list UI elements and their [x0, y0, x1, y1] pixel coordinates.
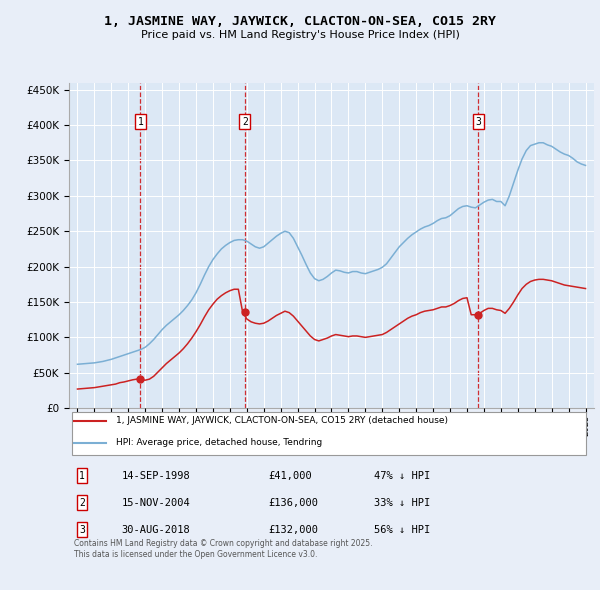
Text: 3: 3: [79, 525, 85, 535]
Text: £132,000: £132,000: [269, 525, 319, 535]
Text: £41,000: £41,000: [269, 471, 312, 481]
Text: 56% ↓ HPI: 56% ↓ HPI: [373, 525, 430, 535]
Text: 1, JASMINE WAY, JAYWICK, CLACTON-ON-SEA, CO15 2RY (detached house): 1, JASMINE WAY, JAYWICK, CLACTON-ON-SEA,…: [116, 416, 448, 425]
Text: 33% ↓ HPI: 33% ↓ HPI: [373, 497, 430, 507]
Text: HPI: Average price, detached house, Tendring: HPI: Average price, detached house, Tend…: [116, 438, 323, 447]
Text: 30-AUG-2018: 30-AUG-2018: [121, 525, 190, 535]
Text: 1: 1: [79, 471, 85, 481]
Text: 1: 1: [137, 116, 143, 126]
Text: 2: 2: [79, 497, 85, 507]
FancyBboxPatch shape: [71, 412, 586, 455]
Text: 47% ↓ HPI: 47% ↓ HPI: [373, 471, 430, 481]
Text: 3: 3: [475, 116, 481, 126]
Text: 14-SEP-1998: 14-SEP-1998: [121, 471, 190, 481]
Text: 2: 2: [242, 116, 248, 126]
Text: 15-NOV-2004: 15-NOV-2004: [121, 497, 190, 507]
Text: Contains HM Land Registry data © Crown copyright and database right 2025.
This d: Contains HM Land Registry data © Crown c…: [74, 539, 373, 559]
Text: £136,000: £136,000: [269, 497, 319, 507]
Text: Price paid vs. HM Land Registry's House Price Index (HPI): Price paid vs. HM Land Registry's House …: [140, 30, 460, 40]
Text: 1, JASMINE WAY, JAYWICK, CLACTON-ON-SEA, CO15 2RY: 1, JASMINE WAY, JAYWICK, CLACTON-ON-SEA,…: [104, 15, 496, 28]
